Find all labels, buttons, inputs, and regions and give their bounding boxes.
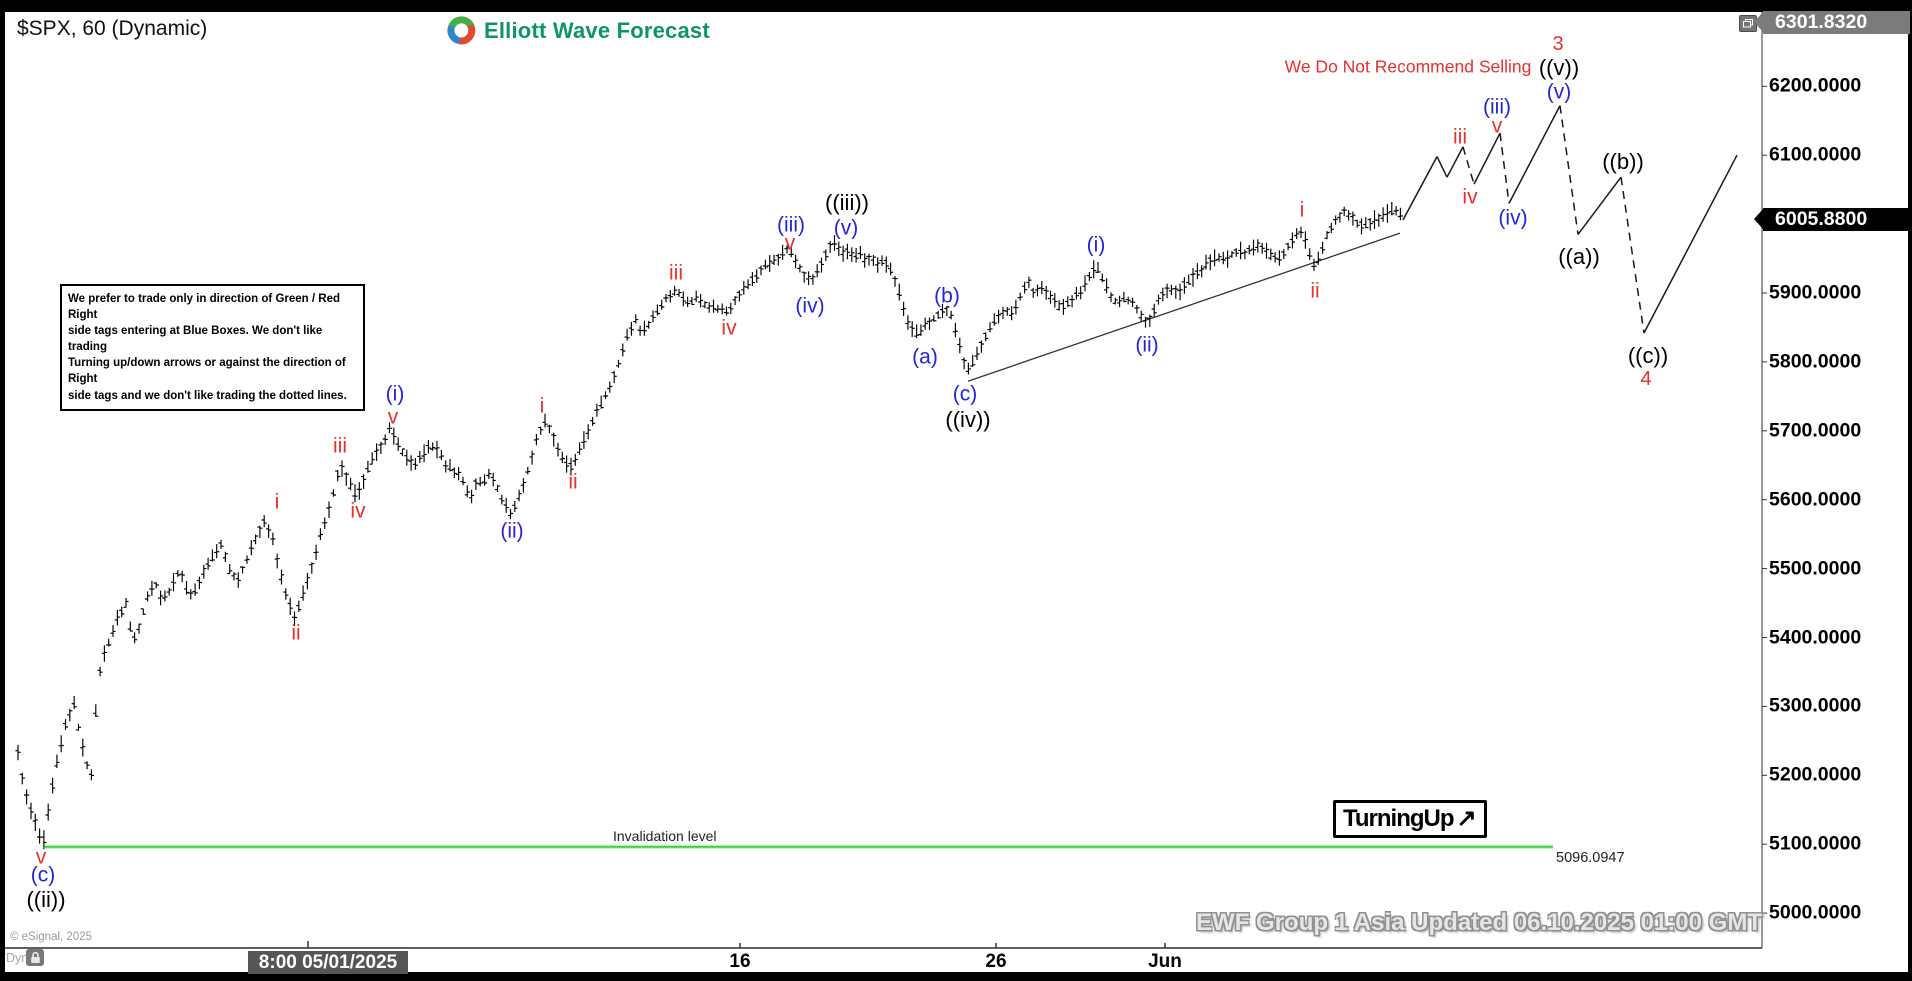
wave-label-red: v (1491, 114, 1503, 138)
forecast-path-segment (1577, 176, 1622, 235)
trading-rules-line: side tags and we don't like trading the … (68, 389, 347, 402)
wave-label-blue: (ii) (1135, 333, 1159, 357)
wave-label-red: i (1299, 198, 1305, 222)
price-tick-label: 5300.0000 (1769, 694, 1862, 717)
wave-label-black: ((a)) (1558, 244, 1600, 269)
wave-label-blue: (iv) (1498, 206, 1528, 230)
forecast-path-segment (1462, 146, 1475, 185)
session-high-badge: 6301.8320 (1754, 11, 1910, 34)
wave-label-red: v (387, 405, 399, 429)
wave-label-black: ((iii)) (825, 190, 869, 215)
wave-label-red: 4 (1640, 368, 1652, 390)
wave-label-blue: (b) (934, 284, 960, 308)
price-tick-label: 5100.0000 (1769, 832, 1862, 855)
wave-label-red: iv (721, 316, 737, 340)
time-tick-label: Jun (1148, 951, 1182, 972)
forecast-path-segment (1446, 146, 1464, 178)
last-price-badge: 6005.8800 (1754, 208, 1910, 231)
forecast-path-segment (1643, 154, 1738, 334)
forecast-path-segment (1402, 156, 1438, 221)
wave-label-red: ii (1310, 279, 1320, 303)
trendline (967, 232, 1401, 382)
forecast-path-segment (1436, 156, 1448, 178)
price-tick-label: 5000.0000 (1769, 901, 1862, 924)
wave-label-black: ((iv)) (945, 407, 991, 432)
wave-label-blue: (v) (833, 216, 859, 240)
wave-label-black: ((c)) (1627, 343, 1669, 368)
wave-label-red: 3 (1552, 33, 1564, 55)
wave-label-red: iii (333, 434, 347, 458)
wave-label-red: iii (669, 261, 683, 285)
wave-label-red: v (784, 231, 796, 255)
trading-rules-note: We prefer to trade only in direction of … (60, 284, 365, 411)
wave-label-red: iv (350, 499, 366, 523)
wave-label-blue: (iii) (1483, 95, 1511, 119)
wave-label-red: v (35, 845, 47, 869)
wave-label-red: iii (1453, 125, 1467, 149)
no-selling-warning: We Do Not Recommend Selling (1284, 56, 1532, 77)
price-tick-label: 6200.0000 (1769, 74, 1862, 97)
price-tick-label: 5900.0000 (1769, 281, 1862, 304)
chart-canvas[interactable] (5, 12, 1908, 972)
wave-label-red: ii (568, 470, 578, 494)
wave-label-red: i (274, 490, 280, 514)
dyn-status: Dyn (6, 951, 29, 965)
forecast-path-segment (1473, 132, 1501, 185)
axis-ticks (307, 85, 1767, 948)
wave-label-black: ((ii)) (26, 887, 66, 912)
wave-label-blue: (i) (1086, 233, 1106, 257)
date-badge: 8:00 05/01/2025 (248, 951, 408, 974)
trading-rules-line: Turning up/down arrows or against the di… (68, 357, 346, 386)
up-right-arrow-icon: ↗ (1456, 805, 1477, 832)
price-tick-label: 5200.0000 (1769, 763, 1862, 786)
price-tick-label: 5800.0000 (1769, 350, 1862, 373)
brand-name: Elliott Wave Forecast (484, 17, 710, 43)
invalidation-price-value: 5096.0947 (1556, 850, 1625, 866)
price-tick-label: 5700.0000 (1769, 419, 1862, 442)
trading-rules-line: side tags entering at Blue Boxes. We don… (68, 325, 323, 354)
turning-up-text: TurningUp (1343, 805, 1455, 832)
time-tick-label: 16 (729, 951, 751, 972)
forecast-path-segment (1559, 105, 1579, 235)
price-tick-label: 5400.0000 (1769, 626, 1862, 648)
forecast-path-segment (1508, 105, 1561, 204)
wave-label-black: ((v)) (1538, 55, 1580, 80)
price-tick-label: 6100.0000 (1769, 143, 1862, 166)
symbol-title: $SPX, 60 (Dynamic) (17, 17, 208, 40)
wave-label-red: i (539, 394, 545, 418)
price-tick-label: 5600.0000 (1769, 488, 1862, 511)
wave-label-blue: (iii) (777, 213, 805, 237)
turning-up-stamp: TurningUp ↗ (1333, 800, 1487, 838)
update-footer: EWF Group 1 Asia Updated 06.10.2025 01:0… (1196, 909, 1762, 936)
wave-label-black: ((b)) (1602, 149, 1644, 174)
price-tick-label: 5500.0000 (1769, 557, 1862, 580)
wave-label-blue: (ii) (500, 519, 524, 543)
esignal-copyright: © eSignal, 2025 (10, 931, 93, 943)
wave-label-red: iv (1462, 185, 1478, 209)
trading-rules-line: We prefer to trade only in direction of … (68, 293, 340, 322)
time-tick-label: 26 (985, 951, 1007, 972)
wave-label-red: ii (291, 621, 301, 645)
wave-label-blue: (i) (385, 382, 405, 406)
lock-icon[interactable] (26, 949, 44, 966)
wave-label-blue: (a) (912, 345, 938, 369)
wave-label-blue: (c) (952, 382, 978, 406)
ohlc-bars (15, 202, 1403, 850)
invalidation-level-label: Invalidation level (613, 828, 717, 844)
wave-label-blue: (c) (30, 863, 56, 887)
forecast-path-segment (1620, 177, 1645, 334)
wave-label-blue: (iv) (795, 294, 825, 318)
brand-globe-icon (446, 15, 477, 46)
brand-logo: Elliott Wave Forecast (446, 15, 710, 46)
wave-label-blue: (v) (1546, 80, 1572, 104)
forecast-path-segment (1499, 133, 1510, 204)
